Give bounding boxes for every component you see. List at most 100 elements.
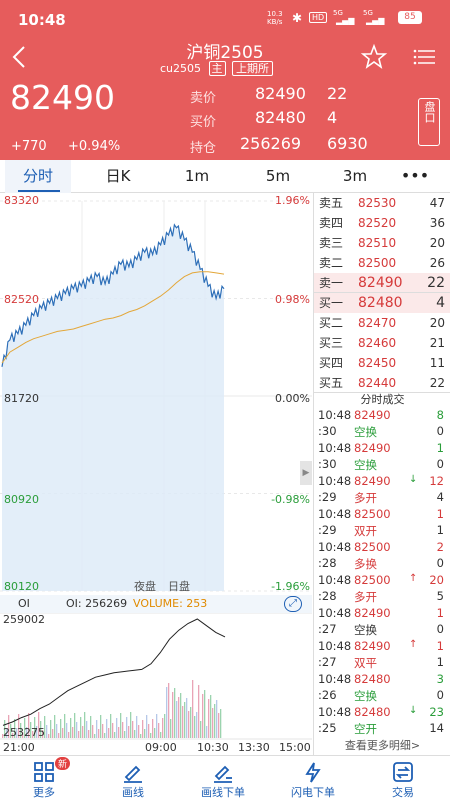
favorite-button[interactable] [360, 42, 388, 72]
trade-row: 10:48 82480 ↓ 23:25 空开 14 [314, 705, 450, 739]
ask-volume: 20 [429, 236, 445, 250]
volume-bar [218, 713, 220, 738]
exchange-icon [393, 762, 413, 782]
volume-bar [186, 698, 188, 738]
nav-more[interactable]: 更多 新 [0, 756, 88, 801]
oi-min-label: 253275 [3, 726, 45, 739]
signal-icon: ▂▄▆ [336, 16, 355, 25]
open-interest: 256269 [240, 134, 302, 153]
bid-row[interactable]: 买四 82450 11 [314, 353, 450, 373]
ask-row[interactable]: 卖四 82520 36 [314, 213, 450, 233]
ask-row[interactable]: 卖三 82510 20 [314, 233, 450, 253]
volume-bar [130, 712, 132, 738]
last-price: 82490 [10, 78, 115, 117]
status-time: 10:48 [18, 11, 66, 29]
trade-oi-change: 0 [436, 622, 444, 636]
volume-bar [192, 680, 194, 738]
signal-5g-label: 5G [333, 9, 343, 17]
volume-bar [74, 713, 76, 738]
volume-bar [176, 701, 178, 738]
volume-bar [40, 721, 42, 738]
hd-badge: HD [309, 12, 328, 23]
volume-bar [220, 709, 222, 738]
volume-bar [148, 724, 150, 738]
ask-volume: 26 [429, 256, 445, 270]
ask-row[interactable]: 卖二 82500 26 [314, 253, 450, 273]
bid-level-label: 买五 [319, 376, 344, 390]
trade-time: 10:48 [318, 441, 352, 455]
menu-button[interactable] [410, 42, 440, 72]
back-button[interactable] [6, 42, 34, 72]
nav-flash-order[interactable]: 闪电下单 [268, 756, 358, 801]
bid-row[interactable]: 买三 82460 21 [314, 333, 450, 353]
bid-row[interactable]: 买一 82480 4 [314, 293, 450, 313]
volume-bar [36, 726, 38, 738]
tab-5m[interactable]: 5m [265, 167, 291, 185]
volume-bar [202, 694, 204, 738]
intraday-chart[interactable]: 83320 82520 81720 80920 80120 1.96% 0.98… [0, 193, 312, 755]
trade-oi-change: 1 [436, 655, 444, 669]
volume-bar [168, 683, 170, 738]
volume-bar [210, 695, 212, 738]
trade-row: 10:48 82490 8:30 空换 0 [314, 408, 450, 442]
buy-volume: 4 [327, 108, 338, 127]
ask-volume: 22 [427, 275, 445, 291]
main-badge: 主 [208, 61, 226, 76]
tab-1m[interactable]: 1m [184, 167, 210, 185]
open-interest-label: 持仓 [190, 141, 217, 156]
volume-bar [110, 714, 112, 738]
volume-bar [6, 729, 8, 738]
volume-bar [2, 734, 4, 738]
ask-row[interactable]: 卖一 82490 22 [314, 273, 450, 293]
fullscreen-icon[interactable]: ⤢ [284, 596, 302, 612]
tab-intraday[interactable]: 分时 [5, 160, 71, 193]
expand-panel-handle[interactable]: ▶ [300, 461, 312, 485]
pct-label-mid: 0.00% [275, 392, 310, 405]
more-periods-icon[interactable]: ••• [400, 166, 430, 185]
period-tabs: 分时 日K 1m 5m 3m ••• [0, 160, 450, 193]
volume-bar [178, 697, 180, 738]
nav-draw-line[interactable]: 画线 [88, 756, 178, 801]
price-area [2, 227, 224, 592]
bid-row[interactable]: 买五 82440 22 [314, 373, 450, 393]
volume-bar [170, 719, 172, 738]
trade-row: 10:48 82490 ↑ 1:27 双平 1 [314, 639, 450, 673]
volume-bar [60, 719, 62, 738]
trade-volume: 3 [436, 672, 444, 686]
trade-oi-change: 0 [436, 424, 444, 438]
trade-time: 10:48 [318, 573, 352, 587]
volume-bar [190, 707, 192, 738]
order-panel-button[interactable]: 盘口 [418, 98, 440, 146]
volume-bar [32, 731, 34, 738]
volume-bar [26, 727, 28, 738]
tab-daily-k[interactable]: 日K [105, 167, 131, 185]
more-trades-link[interactable]: 查看更多明细> [344, 739, 421, 752]
order-panel-label: 盘口 [423, 101, 436, 123]
bid-row[interactable]: 买二 82470 20 [314, 313, 450, 333]
nav-line-order[interactable]: 画线下单 [178, 756, 268, 801]
oi-title: OI [18, 597, 30, 610]
volume-bar [44, 716, 46, 738]
volume-bar [16, 728, 18, 738]
volume-bar [30, 722, 32, 738]
ask-row[interactable]: 卖五 82530 47 [314, 193, 450, 213]
nav-trade[interactable]: 交易 [358, 756, 448, 801]
oi-value: OI: 256269 [66, 597, 128, 610]
volume-bar [152, 719, 154, 738]
volume-bar [72, 727, 74, 738]
battery-icon: 85 [398, 11, 422, 24]
tab-3m[interactable]: 3m [342, 167, 368, 185]
volume-bar [140, 734, 142, 738]
signal-5g-label-2: 5G [363, 9, 373, 17]
trade-seconds: :27 [318, 622, 337, 636]
ask-price: 82520 [358, 216, 397, 230]
trade-type: 空换 [354, 458, 377, 472]
price-change-pct: +0.94% [68, 139, 121, 154]
trade-seconds: :29 [318, 490, 337, 504]
volume-bar [92, 725, 94, 738]
trade-volume: 1 [436, 507, 444, 521]
volume-bar [164, 714, 166, 738]
trade-row: 10:48 82500 2:28 多换 0 [314, 540, 450, 574]
trade-type: 空换 [354, 425, 377, 439]
trade-seconds: :29 [318, 523, 337, 537]
